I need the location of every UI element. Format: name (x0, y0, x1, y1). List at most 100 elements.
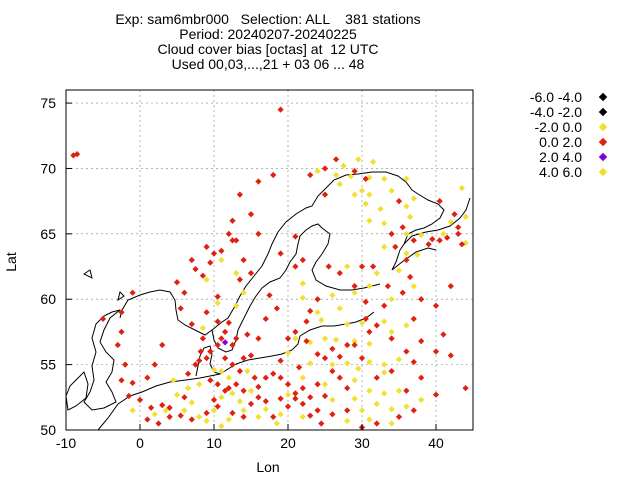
data-point (403, 403, 410, 410)
data-point (299, 280, 306, 287)
legend-marker (598, 137, 608, 147)
data-point (277, 250, 284, 257)
data-point (403, 230, 410, 237)
data-point (214, 300, 221, 307)
data-point (366, 358, 373, 366)
data-point (147, 404, 155, 411)
plot-frame (65, 89, 474, 431)
data-point (292, 328, 299, 336)
data-point (395, 413, 403, 421)
data-point (166, 404, 173, 411)
data-point (318, 317, 325, 324)
data-point (244, 331, 251, 338)
data-point (358, 187, 366, 194)
data-point (410, 195, 417, 202)
data-point (358, 263, 366, 270)
data-point (388, 230, 395, 237)
data-point (373, 420, 380, 427)
data-point (177, 412, 184, 419)
data-point (366, 191, 373, 198)
data-point (155, 420, 162, 427)
data-point (273, 305, 281, 312)
data-point (221, 354, 229, 362)
data-point (251, 374, 258, 381)
data-point (188, 256, 195, 264)
data-point (240, 413, 247, 421)
data-point (314, 167, 321, 175)
data-point (236, 398, 244, 405)
data-point (403, 387, 410, 394)
data-point (344, 417, 351, 424)
x-axis-label: Lon (256, 459, 279, 475)
data-point (277, 106, 284, 113)
data-point (236, 368, 244, 375)
data-point (344, 263, 351, 270)
data-point (225, 374, 232, 381)
data-point (255, 178, 262, 185)
data-points (70, 106, 469, 431)
data-point (329, 411, 336, 418)
data-point (399, 224, 406, 231)
data-point (188, 416, 195, 423)
data-point (262, 374, 269, 381)
data-point (122, 361, 129, 368)
data-point (332, 171, 340, 179)
data-point (355, 156, 362, 163)
data-point (381, 175, 388, 183)
data-point (336, 374, 343, 381)
data-point (336, 305, 343, 312)
data-point (233, 335, 240, 342)
data-point (351, 289, 358, 296)
data-point (229, 361, 236, 368)
data-point (321, 165, 329, 172)
data-point (362, 298, 369, 305)
data-point (332, 156, 340, 163)
legend-marker (598, 122, 608, 132)
legend-entry: -2.0 0.0 (490, 120, 610, 135)
data-point (299, 385, 306, 392)
data-point (332, 336, 340, 343)
data-point (255, 413, 262, 421)
y-axis-label: Lat (3, 252, 19, 272)
data-point (355, 365, 362, 372)
data-point (203, 243, 210, 251)
data-point (443, 234, 451, 241)
data-point (366, 387, 373, 394)
data-point (181, 394, 188, 401)
data-point (188, 320, 195, 328)
data-point (229, 217, 236, 224)
data-point (358, 407, 366, 414)
data-point (196, 381, 203, 388)
data-point (440, 230, 447, 237)
data-point (318, 420, 325, 427)
data-point (366, 217, 373, 224)
data-point (129, 379, 136, 387)
data-point (210, 407, 218, 414)
data-point (381, 361, 388, 368)
data-point (418, 396, 425, 404)
data-point (118, 377, 125, 384)
data-point (173, 279, 181, 286)
data-point (247, 400, 255, 407)
data-point (277, 411, 284, 418)
data-point (236, 191, 244, 198)
data-point (351, 191, 358, 198)
data-point (369, 263, 377, 270)
data-point (329, 396, 336, 404)
data-point (366, 416, 373, 423)
data-point (307, 171, 314, 179)
data-point (284, 349, 292, 356)
data-point (299, 413, 306, 421)
data-point (388, 187, 395, 194)
data-point (351, 341, 358, 349)
legend-label: 4.0 6.0 (539, 164, 582, 180)
data-point (210, 396, 218, 404)
data-point (325, 263, 332, 270)
data-point (384, 283, 392, 290)
data-point (229, 409, 236, 417)
data-point (351, 167, 358, 175)
data-point (447, 283, 454, 290)
data-point (321, 191, 329, 198)
data-point (210, 250, 218, 257)
data-point (373, 269, 380, 277)
